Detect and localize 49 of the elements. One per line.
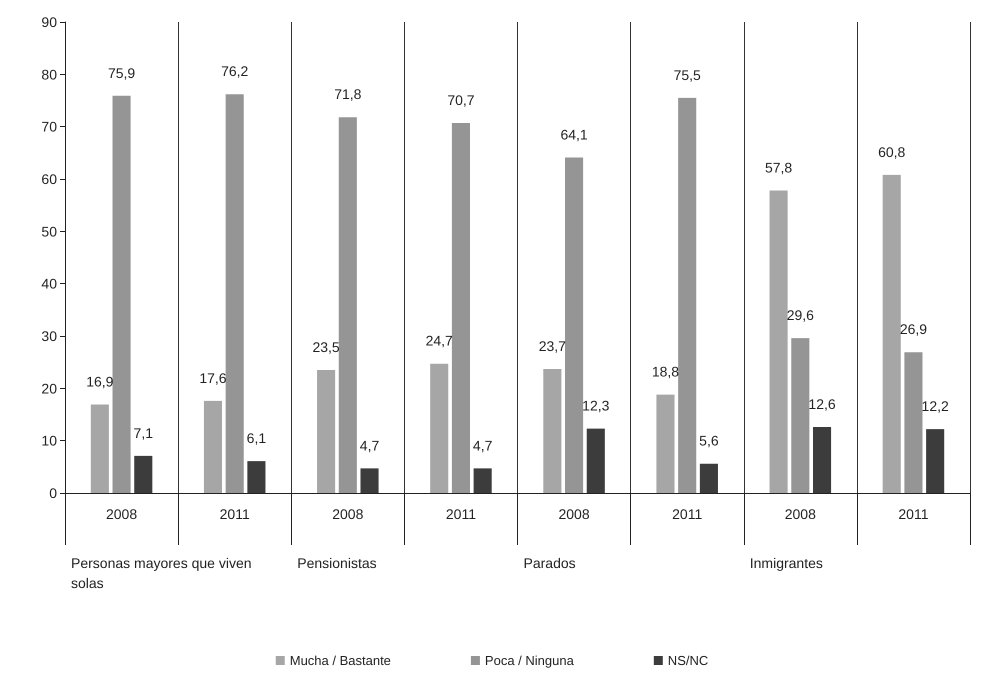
x-tick-label: 2008 bbox=[558, 506, 590, 522]
x-tick-label: 2011 bbox=[446, 506, 476, 522]
x-tick-label: 2008 bbox=[332, 506, 364, 522]
x-tick-label: 2011 bbox=[898, 506, 929, 522]
y-tick-label: 40 bbox=[41, 276, 58, 292]
data-label: 26,9 bbox=[900, 321, 928, 338]
data-label: 23,5 bbox=[312, 339, 340, 356]
data-label: 6,1 bbox=[246, 430, 266, 446]
data-label: 7,1 bbox=[134, 424, 154, 441]
data-label: 64,1 bbox=[560, 126, 588, 143]
data-label: 12,6 bbox=[808, 396, 836, 412]
data-label: 12,3 bbox=[582, 398, 610, 414]
data-label: 16,9 bbox=[86, 374, 114, 390]
y-tick-label: 50 bbox=[41, 223, 58, 240]
data-label: 4,7 bbox=[472, 437, 493, 454]
data-label: 23,7 bbox=[538, 338, 566, 354]
data-label: 71,8 bbox=[334, 86, 362, 102]
y-tick-label: 20 bbox=[41, 380, 58, 396]
y-tick-label: 70 bbox=[41, 118, 58, 135]
x-tick-label: 2011 bbox=[220, 506, 250, 522]
data-label: 75,9 bbox=[108, 64, 136, 81]
legend-label: NS/NC bbox=[668, 653, 708, 668]
y-tick-label: 0 bbox=[49, 485, 58, 501]
y-tick-label: 30 bbox=[41, 328, 58, 344]
data-label: 70,7 bbox=[447, 92, 475, 108]
y-tick-label: 10 bbox=[41, 432, 58, 449]
data-label: 60,8 bbox=[878, 144, 906, 160]
data-label: 4,7 bbox=[360, 437, 380, 454]
data-label: 17,6 bbox=[199, 370, 227, 386]
text: Inmigrantes bbox=[750, 555, 823, 571]
x-tick-label: 2011 bbox=[672, 506, 702, 522]
data-label: 75,5 bbox=[674, 66, 702, 83]
y-tick-label: 80 bbox=[41, 66, 58, 82]
data-label: 76,2 bbox=[221, 63, 249, 80]
data-label: 57,8 bbox=[764, 160, 792, 176]
legend-label: Poca / Ninguna bbox=[484, 653, 575, 668]
data-label: 29,6 bbox=[786, 307, 814, 324]
data-label: 18,8 bbox=[652, 364, 680, 380]
y-tick-label: 60 bbox=[41, 171, 58, 187]
data-label: 5,6 bbox=[699, 432, 719, 449]
legend-label: Mucha / Bastante bbox=[290, 653, 391, 668]
text: Pensionistas bbox=[297, 555, 377, 571]
y-tick-label: 90 bbox=[41, 14, 58, 30]
x-tick-label: 2008 bbox=[784, 506, 816, 522]
x-tick-label: 2008 bbox=[106, 506, 138, 522]
text: Personas mayores que viven solas bbox=[71, 555, 256, 591]
data-label: 12,2 bbox=[922, 398, 949, 414]
text: Parados bbox=[524, 555, 576, 571]
data-label: 24,7 bbox=[426, 332, 454, 349]
